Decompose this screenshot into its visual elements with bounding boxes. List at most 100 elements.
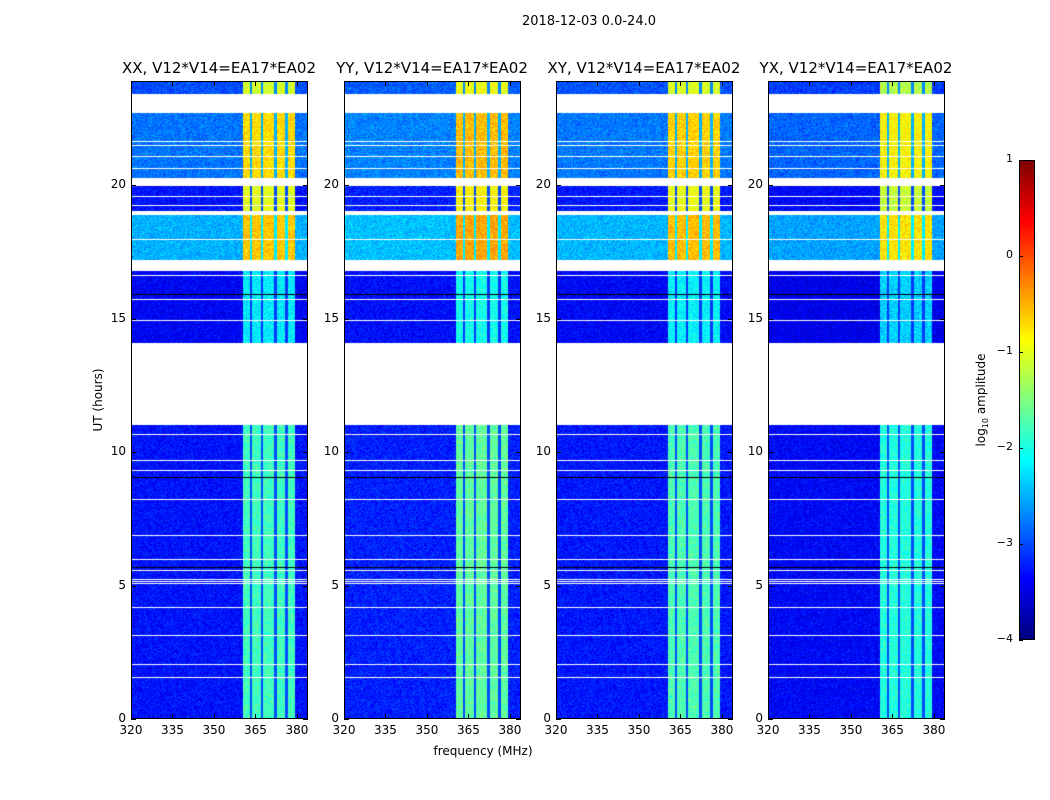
y-tick-label: 20: [110, 177, 126, 192]
x-tick: [850, 714, 852, 719]
colorbar-label: log10 amplitude: [974, 354, 990, 447]
y-tick: [556, 185, 561, 187]
x-tick-label: 380: [922, 723, 946, 737]
colorbar-tick: [1019, 160, 1023, 161]
y-tick-label: 20: [747, 177, 763, 192]
y-tick: [344, 185, 349, 187]
x-tick-label: 365: [669, 723, 692, 737]
x-tick: [296, 81, 298, 86]
y-tick: [728, 185, 733, 187]
panel-2: [556, 81, 733, 719]
y-tick: [768, 185, 773, 187]
x-tick: [213, 81, 215, 86]
heatmap-image: [132, 82, 307, 718]
y-tick: [131, 585, 136, 587]
colorbar-tick-label: −1: [996, 344, 1013, 357]
colorbar-tick: [1019, 352, 1023, 353]
x-tick: [468, 714, 470, 719]
x-tick-label: 380: [498, 723, 522, 737]
x-tick: [509, 81, 511, 86]
colorbar-tick: [1019, 256, 1023, 257]
x-tick: [426, 714, 428, 719]
x-tick: [933, 81, 935, 86]
x-tick: [892, 714, 894, 719]
y-tick: [768, 318, 773, 320]
panel-title: YY, V12*V14=EA17*EA02: [336, 59, 528, 77]
x-tick-label: 320: [332, 723, 356, 737]
x-tick-label: 365: [457, 723, 480, 737]
colorbar-tick: [1019, 448, 1023, 449]
x-tick: [768, 81, 769, 86]
x-tick: [172, 714, 174, 719]
y-tick-label: 20: [535, 177, 551, 192]
x-tick: [509, 714, 511, 719]
x-tick: [344, 714, 345, 719]
y-tick-label: 0: [543, 711, 551, 725]
x-tick: [255, 81, 257, 86]
panel-0: [131, 81, 308, 719]
x-tick: [556, 714, 557, 719]
heatmap-image: [769, 82, 944, 718]
x-tick: [768, 714, 769, 719]
colorbar-tick-label: 0: [1006, 248, 1013, 261]
y-tick: [768, 585, 773, 587]
x-tick: [385, 714, 387, 719]
x-tick-label: 335: [586, 723, 609, 737]
x-tick-label: 320: [756, 723, 780, 737]
x-tick-label: 350: [415, 723, 439, 737]
colorbar-tick: [1019, 544, 1023, 545]
x-tick-label: 320: [544, 723, 568, 737]
x-tick: [597, 714, 599, 719]
x-tick: [721, 81, 723, 86]
y-tick: [344, 585, 349, 587]
y-tick-label: 5: [543, 577, 551, 592]
y-tick: [131, 452, 136, 454]
x-tick: [131, 81, 132, 86]
y-tick: [940, 585, 945, 587]
x-tick: [809, 714, 811, 719]
colorbar-label-rest: amplitude: [973, 353, 988, 418]
x-tick-label: 350: [627, 723, 651, 737]
y-tick: [940, 452, 945, 454]
colorbar-tick: [1019, 640, 1023, 641]
x-tick-label: 335: [374, 723, 397, 737]
y-tick-label: 10: [747, 444, 763, 459]
y-tick: [131, 185, 136, 187]
x-tick: [809, 81, 811, 86]
y-tick-label: 10: [110, 444, 126, 459]
y-tick: [516, 185, 521, 187]
y-tick: [344, 452, 349, 454]
x-tick: [556, 81, 557, 86]
y-tick: [768, 452, 773, 454]
y-tick: [516, 318, 521, 320]
x-tick: [933, 714, 935, 719]
y-tick: [556, 318, 561, 320]
x-axis-label: frequency (MHz): [433, 744, 533, 758]
x-tick: [597, 81, 599, 86]
y-tick: [940, 719, 945, 720]
y-tick-label: 10: [535, 444, 551, 459]
heatmap-image: [557, 82, 732, 718]
x-tick-label: 350: [202, 723, 226, 737]
colorbar-tick-label: −4: [996, 632, 1013, 645]
y-tick: [556, 585, 561, 587]
colorbar-label-sub: 10: [981, 417, 991, 429]
y-tick: [728, 719, 733, 720]
colorbar-tick-label: −3: [996, 536, 1013, 549]
x-tick-label: 335: [798, 723, 821, 737]
x-tick: [680, 81, 682, 86]
x-tick: [892, 81, 894, 86]
y-tick: [344, 719, 349, 720]
y-tick: [303, 318, 308, 320]
y-tick-label: 15: [110, 310, 126, 325]
y-tick-label: 20: [323, 177, 339, 192]
y-tick: [556, 719, 561, 720]
x-tick: [213, 714, 215, 719]
y-tick: [131, 719, 136, 720]
panel-title: XY, V12*V14=EA17*EA02: [547, 59, 741, 77]
y-tick: [303, 585, 308, 587]
y-tick: [303, 719, 308, 720]
panel-title: YX, V12*V14=EA17*EA02: [759, 59, 953, 77]
y-tick-label: 0: [755, 711, 763, 725]
y-tick-label: 0: [118, 711, 126, 725]
